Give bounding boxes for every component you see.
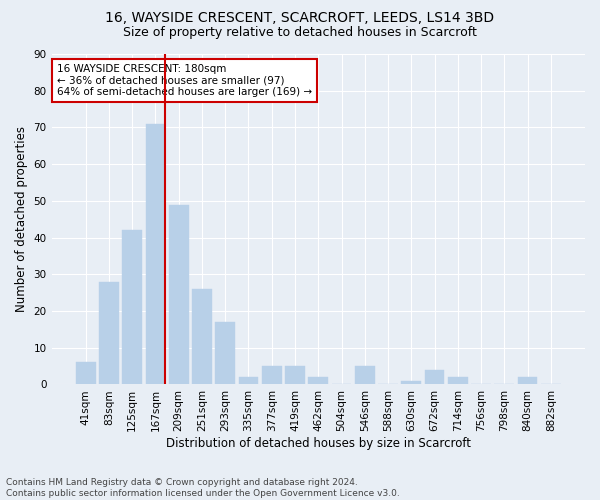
Bar bbox=[355, 366, 374, 384]
Y-axis label: Number of detached properties: Number of detached properties bbox=[15, 126, 28, 312]
Bar bbox=[122, 230, 142, 384]
Bar bbox=[76, 362, 95, 384]
Text: Size of property relative to detached houses in Scarcroft: Size of property relative to detached ho… bbox=[123, 26, 477, 39]
Bar bbox=[239, 377, 259, 384]
Bar bbox=[308, 377, 328, 384]
Bar bbox=[192, 289, 212, 384]
Bar bbox=[169, 204, 188, 384]
Bar bbox=[99, 282, 119, 385]
Text: 16 WAYSIDE CRESCENT: 180sqm
← 36% of detached houses are smaller (97)
64% of sem: 16 WAYSIDE CRESCENT: 180sqm ← 36% of det… bbox=[57, 64, 312, 97]
Text: Contains HM Land Registry data © Crown copyright and database right 2024.
Contai: Contains HM Land Registry data © Crown c… bbox=[6, 478, 400, 498]
Text: 16, WAYSIDE CRESCENT, SCARCROFT, LEEDS, LS14 3BD: 16, WAYSIDE CRESCENT, SCARCROFT, LEEDS, … bbox=[106, 11, 494, 25]
Bar bbox=[262, 366, 281, 384]
Bar bbox=[518, 377, 538, 384]
Bar bbox=[146, 124, 166, 384]
Bar bbox=[285, 366, 305, 384]
Bar bbox=[401, 381, 421, 384]
Bar bbox=[448, 377, 468, 384]
Bar bbox=[215, 322, 235, 384]
Bar bbox=[425, 370, 445, 384]
X-axis label: Distribution of detached houses by size in Scarcroft: Distribution of detached houses by size … bbox=[166, 437, 471, 450]
